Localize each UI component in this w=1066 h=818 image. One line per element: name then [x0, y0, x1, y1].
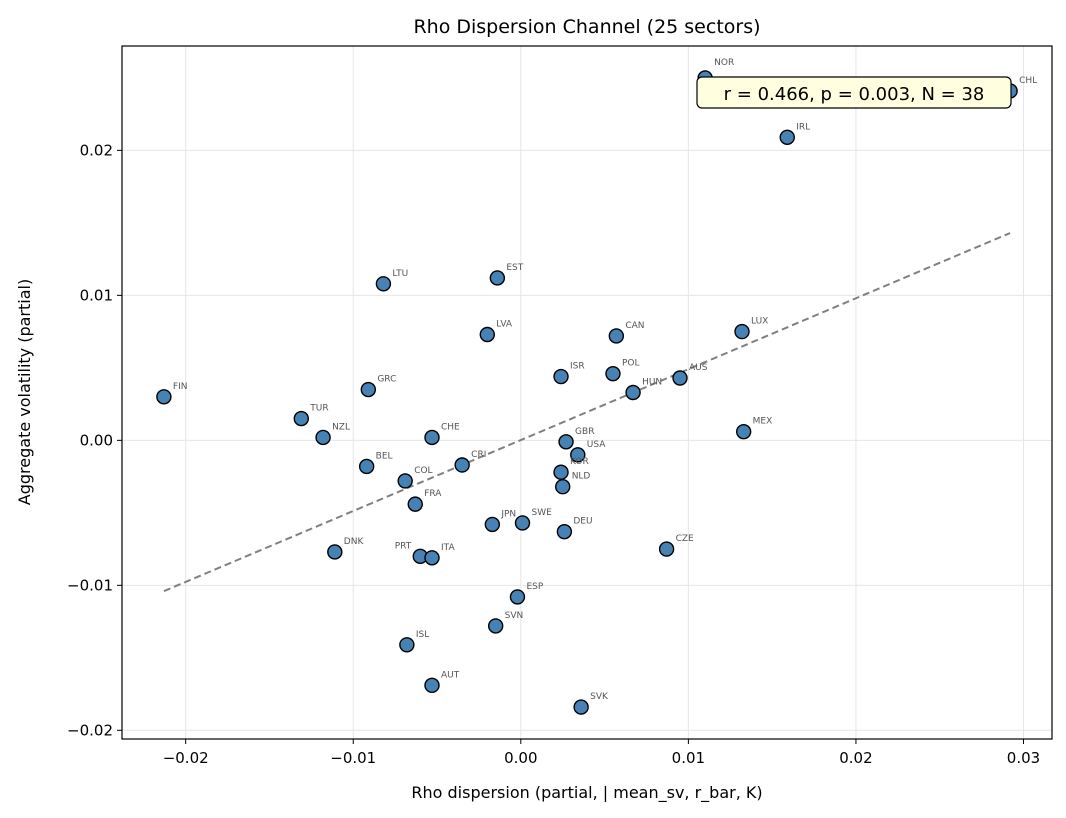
ticks-group: −0.02 −0.01 0.00 0.01 0.02 0.03 −0.02 −0.01 0.00… — [67, 141, 1040, 767]
point-label: USA — [587, 440, 606, 450]
data-point — [672, 370, 688, 386]
data-point — [556, 523, 573, 540]
y-tick-label: 0.00 — [80, 431, 113, 449]
point-label: FRA — [424, 489, 442, 499]
y-tick-label: 0.02 — [80, 141, 113, 159]
data-point — [293, 410, 309, 427]
y-tick-label: −0.02 — [67, 721, 113, 739]
point-label: PRT — [395, 541, 412, 551]
data-point — [573, 699, 589, 715]
annotation-box — [696, 76, 1012, 109]
x-tick-label: 0.03 — [1007, 749, 1040, 767]
data-point — [479, 326, 495, 343]
data-point — [484, 516, 501, 533]
data-point — [399, 637, 415, 653]
point-label: SWE — [531, 508, 552, 518]
data-point — [558, 434, 574, 450]
point-label: MEX — [753, 417, 773, 427]
data-point — [605, 365, 621, 382]
data-point — [555, 479, 571, 495]
data-point — [625, 384, 641, 401]
data-point — [424, 677, 440, 694]
x-tick-label: 0.01 — [672, 749, 705, 767]
point-label: BEL — [376, 451, 393, 461]
data-point — [375, 276, 392, 292]
data-point — [156, 389, 172, 405]
point-label: JPN — [500, 509, 516, 519]
trend-line — [163, 232, 1011, 593]
data-point — [454, 457, 470, 473]
x-axis-label: Rho dispersion (partial, | mean_sv, r_ba… — [411, 783, 762, 803]
annotation-text: r = 0.466, p = 0.003, N = 38 — [724, 84, 985, 105]
data-point — [487, 618, 504, 634]
chart-title: Rho Dispersion Channel (25 sectors) — [413, 16, 760, 38]
point-label: CHL — [1019, 76, 1037, 86]
point-label: ISR — [570, 362, 585, 372]
data-point — [735, 423, 752, 440]
data-point — [553, 368, 569, 385]
data-point — [608, 328, 625, 344]
point-label: ISL — [416, 630, 429, 640]
point-label: CZE — [676, 534, 694, 544]
point-label: IRL — [796, 122, 810, 132]
point-label: NLD — [572, 472, 591, 482]
point-label: EST — [506, 263, 523, 273]
data-point — [779, 129, 795, 146]
data-point — [514, 515, 531, 531]
point-label: GRC — [377, 375, 396, 385]
point-label: NZL — [332, 422, 350, 432]
point-label: SVK — [590, 692, 609, 702]
point-label: GBR — [575, 427, 594, 437]
point-label: LUX — [751, 317, 768, 327]
point-label: COL — [414, 466, 432, 476]
data-point — [553, 464, 569, 480]
point-label: DEU — [573, 517, 592, 527]
point-label: ITA — [441, 543, 455, 553]
data-point — [358, 458, 375, 475]
data-point — [315, 429, 331, 446]
data-point — [397, 473, 413, 489]
point-label: FIN — [173, 382, 188, 392]
data-point — [570, 447, 586, 463]
plot-frame — [121, 45, 1053, 740]
stats-annotation: r = 0.466, p = 0.003, N = 38 — [696, 76, 1012, 109]
point-label: LVA — [496, 320, 513, 330]
point-label: CRI — [471, 450, 486, 460]
point-label: POL — [622, 359, 640, 369]
point-label: SVN — [505, 611, 524, 621]
point-label: AUS — [689, 363, 708, 373]
point-label: DNK — [344, 537, 365, 547]
grid — [122, 46, 1052, 739]
point-label: HUN — [642, 378, 662, 388]
trend-line-group — [163, 232, 1011, 593]
data-point — [489, 270, 506, 286]
point-label: LTU — [392, 269, 408, 279]
data-point — [734, 323, 750, 340]
point-label: CHE — [441, 422, 460, 432]
x-tick-label: −0.01 — [330, 749, 376, 767]
y-tick-label: −0.01 — [67, 576, 113, 594]
x-tick-label: 0.00 — [504, 749, 537, 767]
data-point — [424, 429, 440, 446]
point-label: NOR — [714, 58, 734, 68]
x-tick-label: 0.02 — [839, 749, 872, 767]
y-axis-label: Aggregate volatility (partial) — [15, 279, 34, 505]
data-point — [509, 589, 526, 605]
point-label: CAN — [625, 321, 644, 331]
data-point — [407, 496, 423, 512]
point-label: KOR — [570, 457, 589, 467]
data-point — [658, 541, 675, 557]
y-tick-label: 0.01 — [80, 286, 113, 304]
data-point — [424, 550, 440, 566]
point-label: AUT — [441, 670, 460, 680]
point-label: ESP — [526, 582, 543, 592]
point-label: TUR — [309, 404, 328, 414]
data-point — [327, 544, 343, 560]
data-point — [360, 381, 377, 398]
x-tick-label: −0.02 — [163, 749, 209, 767]
